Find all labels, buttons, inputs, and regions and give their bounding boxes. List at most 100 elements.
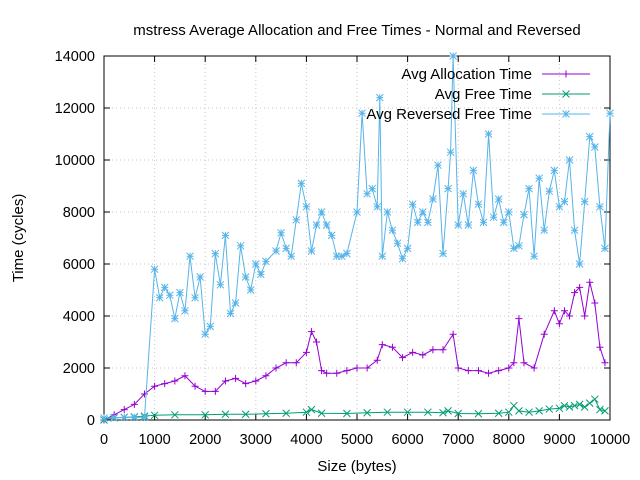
- data-point-star: [444, 184, 452, 193]
- data-point-plus: [343, 367, 351, 375]
- data-point-star: [165, 291, 174, 300]
- data-point-star: [423, 218, 432, 227]
- x-tick-label: 3000: [240, 432, 272, 448]
- data-point-plus: [232, 374, 240, 382]
- data-point-plus: [571, 289, 579, 297]
- x-tick-label: 5000: [341, 432, 373, 448]
- data-point-plus: [307, 328, 315, 336]
- legend-label: Avg Free Time: [435, 86, 532, 103]
- data-point-star: [499, 218, 508, 227]
- data-point-star: [469, 166, 478, 175]
- data-point-star: [226, 309, 235, 318]
- data-point-star: [120, 413, 129, 422]
- data-point-star: [196, 273, 204, 281]
- data-point-star: [206, 322, 215, 331]
- data-point-cross: [383, 408, 392, 417]
- data-point-plus: [540, 330, 548, 338]
- data-point-cross: [262, 409, 270, 418]
- series-lines: [100, 52, 614, 424]
- data-point-plus: [550, 307, 558, 315]
- data-point-plus: [292, 359, 300, 367]
- data-point-plus: [464, 367, 472, 375]
- data-point-star: [565, 156, 574, 164]
- y-tick-label: 2000: [63, 361, 95, 377]
- data-point-plus: [449, 330, 457, 338]
- data-point-star: [170, 314, 179, 323]
- data-point-plus: [581, 312, 589, 320]
- data-point-star: [353, 208, 361, 216]
- data-point-plus: [282, 359, 290, 367]
- data-point-star: [155, 293, 164, 302]
- data-point-star: [160, 283, 169, 292]
- data-point-star: [241, 273, 250, 281]
- data-point-star: [140, 413, 149, 421]
- y-tick-label: 12000: [55, 101, 95, 117]
- data-point-star: [606, 109, 614, 118]
- x-tick-label: 6000: [391, 432, 423, 448]
- data-point-star: [434, 161, 442, 170]
- data-point-star: [580, 197, 589, 206]
- data-point-star: [277, 228, 285, 237]
- x-tick-label: 8000: [493, 432, 525, 448]
- data-point-cross: [545, 405, 554, 413]
- data-point-star: [231, 299, 240, 307]
- data-point-star: [545, 187, 554, 196]
- data-point-cross: [201, 410, 210, 419]
- data-point-star: [373, 202, 382, 211]
- data-point-star: [150, 265, 159, 274]
- data-point-star: [560, 197, 569, 206]
- data-point-star: [262, 257, 270, 266]
- y-tick-label: 10000: [55, 153, 95, 169]
- data-point-plus: [399, 354, 407, 362]
- data-point-cross: [504, 408, 513, 417]
- data-point-cross: [585, 399, 594, 407]
- data-point-star: [429, 195, 437, 203]
- data-point-plus: [520, 359, 528, 367]
- data-point-star: [520, 210, 528, 219]
- data-point-star: [575, 260, 584, 268]
- data-point-plus: [211, 387, 219, 395]
- data-point-plus: [353, 364, 361, 372]
- data-point-star: [297, 179, 306, 188]
- data-point-cross: [439, 408, 447, 417]
- data-point-cross: [570, 401, 579, 410]
- data-point-cross: [565, 403, 574, 411]
- data-point-plus: [576, 283, 584, 291]
- data-point-star: [216, 280, 225, 289]
- data-point-star: [358, 109, 366, 118]
- x-tick-label: 9000: [543, 432, 575, 448]
- series-line: [103, 282, 606, 421]
- y-tick-label: 6000: [63, 257, 95, 273]
- data-point-plus: [388, 343, 396, 351]
- data-point-plus: [318, 367, 326, 375]
- data-point-star: [504, 208, 513, 216]
- data-point-plus: [560, 307, 568, 315]
- data-point-star: [221, 231, 230, 240]
- data-point-cross: [525, 408, 533, 417]
- data-point-plus: [171, 377, 179, 385]
- x-tick-label: 7000: [442, 432, 474, 448]
- data-point-star: [317, 208, 326, 216]
- data-point-plus: [530, 364, 538, 372]
- data-point-cross: [423, 408, 432, 417]
- data-point-cross: [555, 404, 564, 413]
- data-point-plus: [201, 387, 209, 395]
- data-point-cross: [601, 407, 609, 415]
- series-2: [100, 395, 609, 424]
- data-point-star: [525, 184, 533, 193]
- series-3: [100, 52, 614, 422]
- data-point-cross: [444, 407, 452, 415]
- data-point-plus: [562, 70, 570, 78]
- data-point-plus: [140, 390, 148, 398]
- data-point-star: [535, 174, 544, 183]
- data-point-plus: [510, 359, 518, 367]
- data-point-cross: [363, 408, 371, 417]
- data-point-star: [408, 200, 417, 209]
- y-tick-label: 4000: [63, 309, 95, 325]
- data-point-star: [484, 130, 493, 138]
- data-point-star: [100, 414, 108, 422]
- data-point-plus: [505, 364, 513, 372]
- data-point-star: [479, 218, 488, 227]
- legend-label: Avg Reversed Free Time: [366, 106, 532, 123]
- data-point-cross: [515, 407, 523, 415]
